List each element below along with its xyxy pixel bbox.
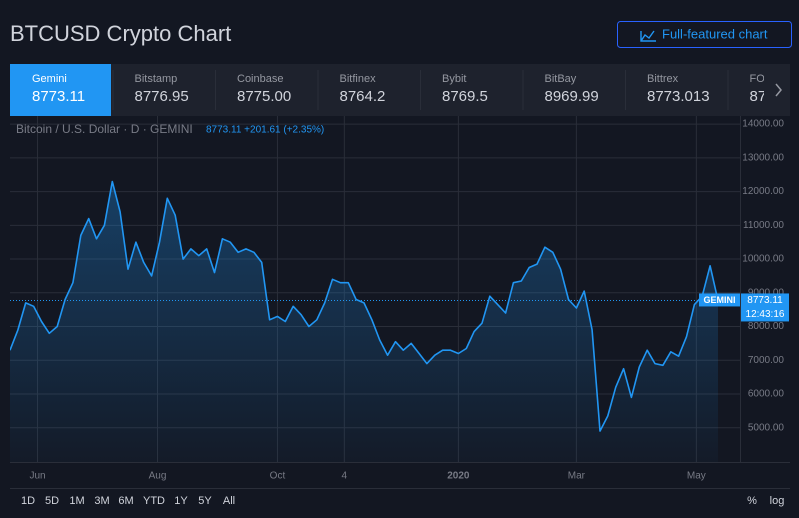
- y-tick-label: 12000.00: [742, 186, 784, 197]
- x-tick-label: 2020: [447, 471, 470, 482]
- tabs-next-arrow[interactable]: [775, 83, 782, 97]
- tabs: Gemini 8773.11 Bitstamp 8776.95 Coinbase 8775…: [10, 64, 781, 116]
- price-tag-bg: [741, 293, 789, 322]
- exchange-tab[interactable]: Bittrex 8773.013: [625, 70, 710, 110]
- x-tick-label: Jun: [29, 471, 45, 482]
- page-title: BTCUSD Crypto Chart: [10, 21, 231, 46]
- range-button[interactable]: 1Y: [174, 495, 188, 507]
- x-tick-label: 4: [342, 471, 348, 482]
- y-tick-label: 14000.00: [742, 119, 784, 130]
- tab-price: 8773.11: [32, 88, 85, 105]
- tab-name: Bybit: [442, 73, 466, 85]
- tab-bar: [10, 64, 790, 116]
- button-icon: [640, 30, 656, 42]
- tab-active-bg: [10, 64, 111, 116]
- range-button[interactable]: 5Y: [198, 495, 212, 507]
- exchange-tab[interactable]: BitBay 8969.99: [522, 70, 599, 110]
- exchange-tab[interactable]: Bybit 8769.5: [420, 70, 488, 110]
- exchange-tab[interactable]: Bitstamp 8776.95: [112, 70, 189, 110]
- range-button[interactable]: All: [223, 495, 235, 507]
- plot: [10, 180, 740, 462]
- tab-price: 8969.99: [545, 88, 599, 105]
- price-tag: 8773.11: [747, 295, 783, 306]
- tab-price: 877: [750, 88, 775, 105]
- tab-name: Bitfinex: [340, 73, 377, 85]
- tab-price: 8776.95: [135, 88, 189, 105]
- button-label: Full-featured chart: [662, 26, 768, 41]
- range-button[interactable]: 5D: [45, 495, 59, 507]
- exchange-tab[interactable]: Gemini 8773.11: [10, 64, 111, 116]
- exchange-tag: GEMINI: [703, 295, 735, 305]
- tab-name: Bittrex: [647, 73, 679, 85]
- tab-name: BitBay: [545, 73, 577, 85]
- button-border: [617, 21, 792, 48]
- exchange-tag-bg: [699, 293, 740, 307]
- x-tick-label: Oct: [270, 471, 286, 482]
- y-tick-label: 6000.00: [748, 389, 785, 400]
- range-button[interactable]: 3M: [94, 495, 109, 507]
- tab-name: Bitstamp: [135, 73, 178, 85]
- range-button[interactable]: 6M: [118, 495, 133, 507]
- tab-name: Gemini: [32, 73, 67, 85]
- legend-quote: 8773.11 +201.61 (+2.35%): [206, 125, 324, 136]
- tab-price: 8773.013: [647, 88, 710, 105]
- exchange-tab[interactable]: Coinbase 8775.00: [215, 70, 292, 110]
- scale-button[interactable]: %: [747, 495, 757, 507]
- range-toolbar: 1D 5D 1M 3M 6M YTD 1Y 5Y All% log: [21, 495, 784, 507]
- scale-button[interactable]: log: [770, 495, 785, 507]
- y-tick-label: 11000.00: [743, 220, 784, 231]
- range-button[interactable]: YTD: [143, 495, 165, 507]
- tab-name: Coinbase: [237, 73, 283, 85]
- x-tick-label: Mar: [568, 471, 586, 482]
- tab-price: 8775.00: [237, 88, 291, 105]
- countdown-tag: 12:43:16: [746, 309, 785, 320]
- full-chart-button[interactable]: Full-featured chart: [617, 21, 792, 48]
- tab-name: FORE: [750, 73, 781, 85]
- legend-symbol: Bitcoin / U.S. Dollar · D · GEMINI: [16, 122, 193, 136]
- x-tick-label: Aug: [149, 471, 167, 482]
- y-tick-label: 9000.00: [748, 287, 785, 298]
- exchange-tab[interactable]: Bitfinex 8764.2: [317, 70, 386, 110]
- y-tick-label: 7000.00: [748, 355, 785, 366]
- range-button[interactable]: 1M: [69, 495, 84, 507]
- exchange-tab[interactable]: FORE 877: [727, 70, 781, 110]
- y-tick-label: 8000.00: [748, 321, 785, 332]
- chart: 5000.00 6000.00 7000.00 8000.00 9000.00 10000…: [10, 116, 789, 482]
- tab-price: 8764.2: [340, 88, 386, 105]
- x-tick-label: May: [687, 471, 706, 482]
- price-line: [10, 180, 719, 432]
- y-tick-label: 5000.00: [748, 422, 785, 433]
- y-tick-label: 10000.00: [742, 254, 784, 265]
- range-button[interactable]: 1D: [21, 495, 35, 507]
- y-tick-label: 13000.00: [742, 152, 784, 163]
- area-fill: [10, 181, 718, 462]
- tab-price: 8769.5: [442, 88, 488, 105]
